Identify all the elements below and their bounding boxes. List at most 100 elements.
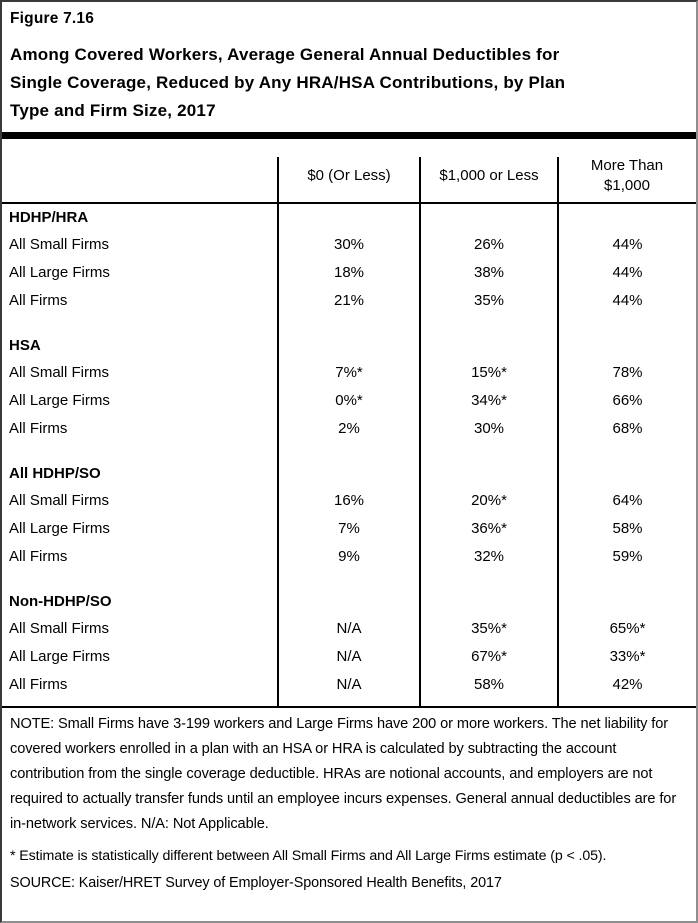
table-row: All Firms 2% 30% 68% bbox=[2, 414, 696, 442]
value-cell: 78% bbox=[557, 358, 696, 386]
group-header-row: HSA bbox=[2, 332, 696, 358]
empty-cell bbox=[557, 332, 696, 358]
empty-cell bbox=[277, 332, 420, 358]
figure-title-line-2: Single Coverage, Reduced by Any HRA/HSA … bbox=[10, 73, 566, 92]
value-cell: 44% bbox=[557, 286, 696, 314]
spacer-row bbox=[2, 314, 696, 332]
row-label: All Large Firms bbox=[9, 519, 110, 537]
group-label: Non-HDHP/SO bbox=[9, 592, 112, 610]
row-label: All Small Firms bbox=[9, 619, 109, 637]
footnote-paragraph: * Estimate is statistically different be… bbox=[10, 848, 607, 864]
row-label: All Small Firms bbox=[9, 363, 109, 381]
value-cell: 64% bbox=[557, 486, 696, 514]
value-cell: 2% bbox=[277, 414, 420, 442]
group-label: HDHP/HRA bbox=[9, 208, 89, 226]
empty-cell bbox=[419, 332, 558, 358]
row-label: All Firms bbox=[9, 419, 68, 437]
value-cell: 58% bbox=[557, 514, 696, 542]
value-cell: 68% bbox=[557, 414, 696, 442]
row-label: All Firms bbox=[9, 675, 68, 693]
table-row: All Small Firms 7%* 15%* 78% bbox=[2, 358, 696, 386]
value-cell: 7%* bbox=[277, 358, 420, 386]
value-cell: 33%* bbox=[557, 642, 696, 670]
empty-cell bbox=[557, 203, 696, 230]
value-cell: 30% bbox=[419, 414, 558, 442]
row-label: All Large Firms bbox=[9, 391, 110, 409]
value-cell: 7% bbox=[277, 514, 420, 542]
value-cell: 66% bbox=[557, 386, 696, 414]
row-label: All Large Firms bbox=[9, 647, 110, 665]
table-row: All Small Firms 30% 26% 44% bbox=[2, 230, 696, 258]
table-row: All Large Firms 7% 36%* 58% bbox=[2, 514, 696, 542]
value-cell: 67%* bbox=[419, 642, 558, 670]
group-header-row: HDHP/HRA bbox=[2, 203, 696, 230]
value-cell: 20%* bbox=[419, 486, 558, 514]
value-cell: 44% bbox=[557, 230, 696, 258]
column-header-0-or-less: $0 (Or Less) bbox=[277, 139, 420, 204]
notes-block: NOTE: Small Firms have 3-199 workers and… bbox=[2, 708, 696, 895]
row-label: All Small Firms bbox=[9, 235, 109, 253]
deductibles-table: $0 (Or Less) $1,000 or Less More Than $1… bbox=[2, 139, 696, 708]
table-row: All Large Firms 0%* 34%* 66% bbox=[2, 386, 696, 414]
title-block: Figure 7.16 Among Covered Workers, Avera… bbox=[2, 2, 696, 132]
spacer-row bbox=[2, 570, 696, 588]
empty-cell bbox=[557, 588, 696, 614]
row-label: All Small Firms bbox=[9, 491, 109, 509]
value-cell: 21% bbox=[277, 286, 420, 314]
table-row: All Firms N/A 58% 42% bbox=[2, 670, 696, 698]
empty-cell bbox=[557, 460, 696, 486]
empty-cell bbox=[419, 460, 558, 486]
source-line: SOURCE: Kaiser/HRET Survey of Employer-S… bbox=[10, 875, 502, 891]
title-divider-bar bbox=[2, 132, 696, 139]
group-label: All HDHP/SO bbox=[9, 464, 101, 482]
table-row: All Large Firms 18% 38% 44% bbox=[2, 258, 696, 286]
value-cell: 16% bbox=[277, 486, 420, 514]
column-header-1000-or-less: $1,000 or Less bbox=[419, 139, 558, 204]
figure-title-line-1: Among Covered Workers, Average General A… bbox=[10, 45, 560, 64]
group-header-row: All HDHP/SO bbox=[2, 460, 696, 486]
value-cell: 65%* bbox=[557, 614, 696, 642]
group-label: HSA bbox=[9, 336, 41, 354]
note-paragraph: NOTE: Small Firms have 3-199 workers and… bbox=[10, 716, 677, 832]
group-header-row: Non-HDHP/SO bbox=[2, 588, 696, 614]
value-cell: 59% bbox=[557, 542, 696, 570]
figure-number: Figure 7.16 bbox=[10, 10, 95, 27]
value-cell: 18% bbox=[277, 258, 420, 286]
table-row: All Small Firms N/A 35%* 65%* bbox=[2, 614, 696, 642]
table-row: All Small Firms 16% 20%* 64% bbox=[2, 486, 696, 514]
header-empty-cell bbox=[2, 139, 278, 204]
value-cell: N/A bbox=[277, 670, 420, 698]
row-label: All Firms bbox=[9, 291, 68, 309]
empty-cell bbox=[277, 203, 420, 230]
value-cell: 36%* bbox=[419, 514, 558, 542]
table-row: All Firms 9% 32% 59% bbox=[2, 542, 696, 570]
table-bottom-rule-row bbox=[2, 698, 696, 708]
value-cell: 30% bbox=[277, 230, 420, 258]
value-cell: 35% bbox=[419, 286, 558, 314]
value-cell: N/A bbox=[277, 642, 420, 670]
table-row: All Large Firms N/A 67%* 33%* bbox=[2, 642, 696, 670]
value-cell: 32% bbox=[419, 542, 558, 570]
column-header-more-than-1000-label: More Than $1,000 bbox=[590, 156, 664, 194]
empty-cell bbox=[419, 588, 558, 614]
spacer-row bbox=[2, 442, 696, 460]
value-cell: 15%* bbox=[419, 358, 558, 386]
table-row: All Firms 21% 35% 44% bbox=[2, 286, 696, 314]
empty-cell bbox=[277, 460, 420, 486]
figure-title-line-3: Type and Firm Size, 2017 bbox=[10, 101, 216, 120]
value-cell: 58% bbox=[419, 670, 558, 698]
table-header-row: $0 (Or Less) $1,000 or Less More Than $1… bbox=[2, 139, 696, 204]
value-cell: 9% bbox=[277, 542, 420, 570]
row-label: All Firms bbox=[9, 547, 68, 565]
empty-cell bbox=[277, 588, 420, 614]
value-cell: 42% bbox=[557, 670, 696, 698]
row-label: All Large Firms bbox=[9, 263, 110, 281]
column-header-more-than-1000: More Than $1,000 bbox=[557, 139, 696, 204]
empty-cell bbox=[419, 203, 558, 230]
value-cell: 35%* bbox=[419, 614, 558, 642]
value-cell: 34%* bbox=[419, 386, 558, 414]
figure-title: Among Covered Workers, Average General A… bbox=[10, 41, 686, 125]
value-cell: 0%* bbox=[277, 386, 420, 414]
value-cell: 38% bbox=[419, 258, 558, 286]
